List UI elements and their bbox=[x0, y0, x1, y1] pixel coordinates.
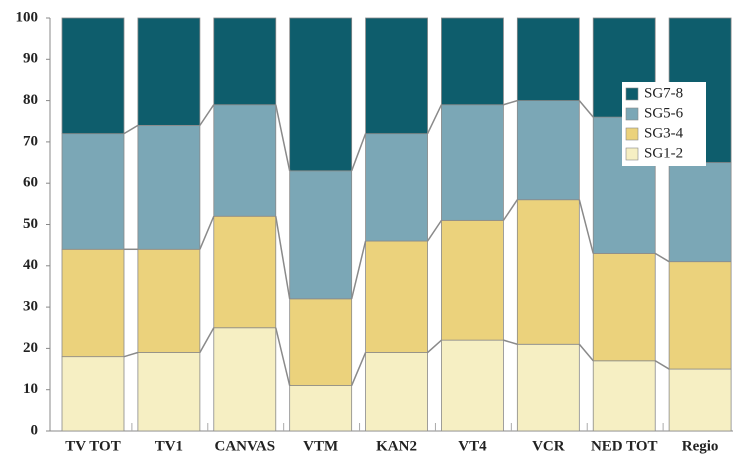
connector bbox=[350, 133, 367, 172]
bar-segment bbox=[668, 162, 732, 263]
connector bbox=[123, 124, 139, 135]
bar-segment bbox=[441, 339, 504, 432]
bar-segment bbox=[516, 199, 580, 345]
bar-segment bbox=[365, 133, 428, 242]
bar-segment bbox=[516, 100, 580, 201]
legend-label: SG5-6 bbox=[644, 105, 684, 121]
y-tick-label: 80 bbox=[23, 92, 38, 108]
legend-swatch bbox=[625, 147, 639, 161]
y-tick-label: 30 bbox=[23, 299, 38, 315]
y-tick-label: 60 bbox=[23, 175, 38, 191]
y-tick-label: 50 bbox=[23, 216, 38, 232]
connector bbox=[654, 360, 670, 370]
connector bbox=[503, 339, 518, 345]
x-tick-label: Regio bbox=[682, 438, 719, 454]
x-tick-label: TV1 bbox=[155, 438, 183, 454]
connector bbox=[502, 199, 518, 221]
connector bbox=[199, 104, 215, 126]
bar-segment bbox=[137, 124, 201, 250]
bar-segment bbox=[289, 385, 353, 432]
connector bbox=[426, 219, 443, 242]
bar-segment bbox=[668, 368, 732, 432]
connector bbox=[275, 216, 291, 299]
connector bbox=[199, 215, 215, 250]
y-tick-label: 10 bbox=[23, 381, 38, 397]
bar-segment bbox=[441, 219, 504, 341]
legend-label: SG7-8 bbox=[644, 85, 683, 101]
bar-segment bbox=[289, 17, 353, 172]
y-tick-label: 70 bbox=[23, 133, 38, 149]
bar-segment bbox=[61, 17, 125, 135]
x-tick-label: CANVAS bbox=[214, 438, 275, 454]
x-tick-label: NED TOT bbox=[591, 438, 658, 454]
bar-segment bbox=[137, 17, 201, 126]
x-tick-label: VCR bbox=[532, 438, 565, 454]
bar-segment bbox=[213, 17, 277, 106]
bar-segment bbox=[441, 104, 504, 221]
connector bbox=[578, 343, 594, 362]
legend-swatch bbox=[625, 107, 639, 121]
connector bbox=[426, 104, 443, 134]
connector bbox=[427, 339, 442, 354]
connector bbox=[123, 351, 139, 358]
connector bbox=[275, 327, 291, 386]
bar-segment bbox=[61, 133, 125, 250]
legend-swatch bbox=[625, 87, 639, 101]
y-tick-label: 100 bbox=[16, 9, 39, 25]
connector bbox=[275, 104, 291, 171]
legend-label: SG3-4 bbox=[644, 125, 684, 141]
bar-segment bbox=[289, 170, 353, 300]
y-tick-label: 0 bbox=[31, 422, 39, 438]
x-tick-label: KAN2 bbox=[376, 438, 417, 454]
connector bbox=[350, 240, 367, 300]
legend-label: SG1-2 bbox=[644, 145, 683, 161]
bar-segment bbox=[516, 343, 580, 432]
x-tick-label: VT4 bbox=[458, 438, 487, 454]
legend-swatch bbox=[625, 127, 639, 141]
bar-segment bbox=[137, 352, 201, 432]
connector bbox=[578, 199, 594, 254]
y-tick-label: 20 bbox=[23, 340, 38, 356]
bar-segment bbox=[592, 360, 656, 432]
bar-segment bbox=[213, 327, 277, 432]
bar-segment bbox=[213, 104, 277, 217]
bar-segment bbox=[592, 253, 656, 362]
x-tick-label: VTM bbox=[303, 438, 338, 454]
bar-segment bbox=[365, 240, 428, 353]
y-tick-label: 40 bbox=[23, 257, 38, 273]
bar-segment bbox=[365, 352, 428, 432]
bar-segment bbox=[61, 356, 125, 432]
bar-segment bbox=[289, 298, 353, 386]
connector bbox=[350, 352, 367, 386]
bar-segment bbox=[61, 248, 125, 358]
bar-segment bbox=[668, 261, 732, 370]
bar-segment bbox=[365, 17, 428, 135]
bar-segment bbox=[441, 17, 504, 106]
bar-segment bbox=[213, 215, 277, 329]
bar-segment bbox=[516, 17, 580, 101]
connector bbox=[578, 100, 594, 118]
bar-segment bbox=[137, 248, 201, 353]
connector bbox=[654, 252, 670, 263]
x-tick-label: TV TOT bbox=[65, 438, 120, 454]
connector bbox=[199, 327, 215, 353]
y-tick-label: 90 bbox=[23, 51, 38, 67]
connector bbox=[503, 99, 518, 106]
